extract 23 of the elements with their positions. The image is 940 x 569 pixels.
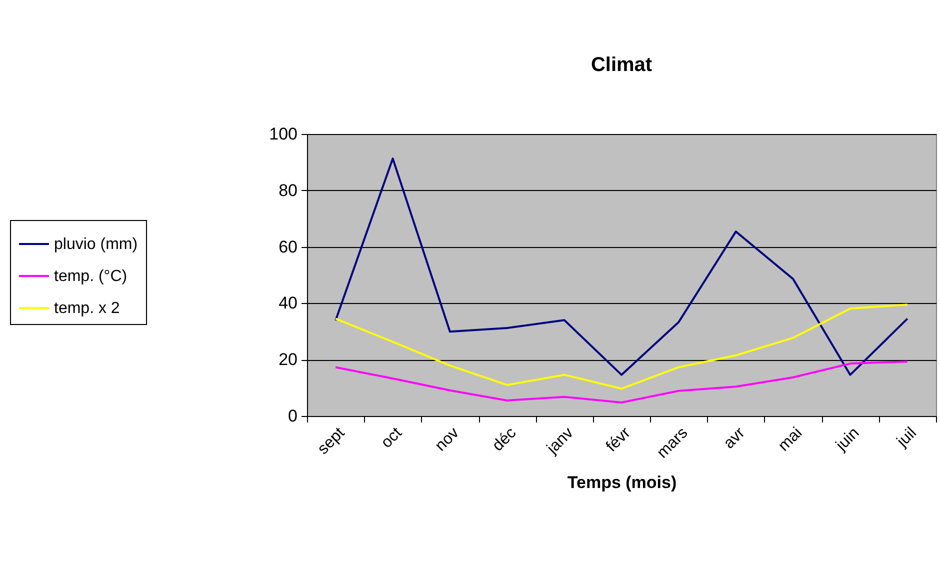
legend-label: temp. x 2 (54, 300, 120, 317)
x-tick-label: juil (893, 424, 920, 452)
legend-label: temp. (°C) (54, 268, 128, 285)
x-tick-label: sept (314, 424, 348, 458)
x-axis-title: Temps (mois) (567, 472, 677, 492)
y-tick-label: 100 (269, 124, 298, 144)
y-tick-label: 20 (278, 350, 298, 370)
y-tick-label: 80 (278, 180, 298, 200)
x-tick-label: juin (832, 424, 863, 455)
x-tick-label: avr (720, 424, 749, 452)
x-tick-label: déc (489, 424, 520, 455)
x-tick-label: oct (378, 424, 406, 452)
line-series (334, 158, 908, 376)
x-tick-label: févr (603, 424, 634, 456)
x-tick-label: mai (775, 424, 806, 455)
legend-label: pluvio (mm) (54, 236, 138, 253)
y-tick-label: 40 (278, 294, 298, 313)
line-series (334, 304, 908, 390)
chart-title: Climat (590, 54, 652, 76)
x-tick-label: nov (432, 424, 462, 455)
y-tick-label: 60 (278, 237, 298, 256)
y-tick-label: 0 (288, 406, 298, 426)
line-series (334, 360, 908, 404)
